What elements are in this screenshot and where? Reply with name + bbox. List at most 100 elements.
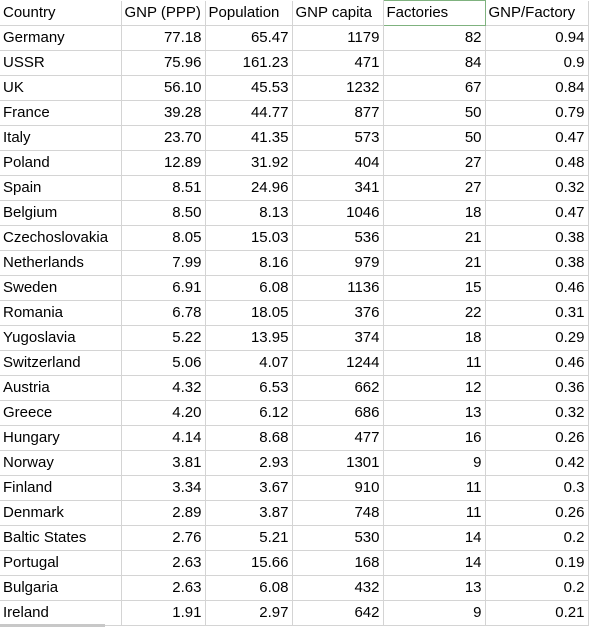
value-cell[interactable]: 1244 (292, 350, 384, 376)
value-cell[interactable]: 0.38 (485, 225, 589, 251)
value-cell[interactable]: 44.77 (205, 100, 293, 126)
value-cell[interactable]: 7.99 (121, 250, 206, 276)
value-cell[interactable]: 18 (382, 325, 486, 351)
value-cell[interactable]: 1.91 (121, 600, 206, 626)
value-cell[interactable]: 45.53 (205, 75, 293, 101)
value-cell[interactable]: 13 (382, 575, 486, 601)
value-cell[interactable]: 21 (382, 225, 486, 251)
value-cell[interactable]: 2.63 (121, 575, 206, 601)
value-cell[interactable]: 8.13 (205, 200, 293, 226)
value-cell[interactable]: 5.22 (121, 325, 206, 351)
value-cell[interactable]: 16 (382, 425, 486, 451)
country-cell[interactable]: Netherlands (0, 250, 122, 276)
value-cell[interactable]: 13 (382, 400, 486, 426)
value-cell[interactable]: 161.23 (205, 50, 293, 76)
value-cell[interactable]: 21 (382, 250, 486, 276)
value-cell[interactable]: 168 (292, 550, 384, 576)
value-cell[interactable]: 8.51 (121, 175, 206, 201)
value-cell[interactable]: 84 (382, 50, 486, 76)
value-cell[interactable]: 12 (382, 375, 486, 401)
country-cell[interactable]: Italy (0, 125, 122, 151)
value-cell[interactable]: 0.2 (485, 525, 589, 551)
value-cell[interactable]: 477 (292, 425, 384, 451)
value-cell[interactable]: 24.96 (205, 175, 293, 201)
value-cell[interactable]: 1301 (292, 450, 384, 476)
value-cell[interactable]: 8.05 (121, 225, 206, 251)
value-cell[interactable]: 4.14 (121, 425, 206, 451)
value-cell[interactable]: 15.03 (205, 225, 293, 251)
value-cell[interactable]: 11 (382, 500, 486, 526)
value-cell[interactable]: 6.12 (205, 400, 293, 426)
value-cell[interactable]: 432 (292, 575, 384, 601)
value-cell[interactable]: 5.21 (205, 525, 293, 551)
country-cell[interactable]: Czechoslovakia (0, 225, 122, 251)
value-cell[interactable]: 536 (292, 225, 384, 251)
value-cell[interactable]: 877 (292, 100, 384, 126)
value-cell[interactable]: 0.3 (485, 475, 589, 501)
column-header-1[interactable]: GNP (PPP) (121, 0, 206, 26)
country-cell[interactable]: Switzerland (0, 350, 122, 376)
country-cell[interactable]: France (0, 100, 122, 126)
value-cell[interactable]: 50 (382, 100, 486, 126)
value-cell[interactable]: 374 (292, 325, 384, 351)
value-cell[interactable]: 41.35 (205, 125, 293, 151)
country-cell[interactable]: Austria (0, 375, 122, 401)
country-cell[interactable]: Belgium (0, 200, 122, 226)
value-cell[interactable]: 530 (292, 525, 384, 551)
value-cell[interactable]: 1046 (292, 200, 384, 226)
country-cell[interactable]: USSR (0, 50, 122, 76)
value-cell[interactable]: 748 (292, 500, 384, 526)
column-header-0[interactable]: Country (0, 0, 122, 26)
value-cell[interactable]: 27 (382, 175, 486, 201)
value-cell[interactable]: 0.26 (485, 500, 589, 526)
value-cell[interactable]: 6.78 (121, 300, 206, 326)
country-cell[interactable]: Romania (0, 300, 122, 326)
value-cell[interactable]: 9 (382, 600, 486, 626)
value-cell[interactable]: 910 (292, 475, 384, 501)
value-cell[interactable]: 3.34 (121, 475, 206, 501)
value-cell[interactable]: 12.89 (121, 150, 206, 176)
value-cell[interactable]: 2.93 (205, 450, 293, 476)
value-cell[interactable]: 13.95 (205, 325, 293, 351)
value-cell[interactable]: 376 (292, 300, 384, 326)
value-cell[interactable]: 15 (382, 275, 486, 301)
value-cell[interactable]: 0.9 (485, 50, 589, 76)
country-cell[interactable]: Sweden (0, 275, 122, 301)
value-cell[interactable]: 0.31 (485, 300, 589, 326)
value-cell[interactable]: 3.81 (121, 450, 206, 476)
value-cell[interactable]: 0.29 (485, 325, 589, 351)
country-cell[interactable]: Poland (0, 150, 122, 176)
value-cell[interactable]: 341 (292, 175, 384, 201)
value-cell[interactable]: 2.97 (205, 600, 293, 626)
value-cell[interactable]: 6.53 (205, 375, 293, 401)
value-cell[interactable]: 11 (382, 350, 486, 376)
value-cell[interactable]: 8.68 (205, 425, 293, 451)
value-cell[interactable]: 14 (382, 525, 486, 551)
value-cell[interactable]: 8.50 (121, 200, 206, 226)
value-cell[interactable]: 0.26 (485, 425, 589, 451)
country-cell[interactable]: Baltic States (0, 525, 122, 551)
value-cell[interactable]: 0.19 (485, 550, 589, 576)
column-header-3[interactable]: GNP capita (292, 0, 384, 26)
value-cell[interactable]: 0.46 (485, 350, 589, 376)
country-cell[interactable]: Ireland (0, 600, 122, 626)
value-cell[interactable]: 2.76 (121, 525, 206, 551)
value-cell[interactable]: 67 (382, 75, 486, 101)
value-cell[interactable]: 6.08 (205, 575, 293, 601)
value-cell[interactable]: 18.05 (205, 300, 293, 326)
value-cell[interactable]: 3.67 (205, 475, 293, 501)
value-cell[interactable]: 404 (292, 150, 384, 176)
value-cell[interactable]: 77.18 (121, 25, 206, 51)
value-cell[interactable]: 1136 (292, 275, 384, 301)
country-cell[interactable]: Hungary (0, 425, 122, 451)
value-cell[interactable]: 2.89 (121, 500, 206, 526)
horizontal-scrollbar[interactable] (0, 624, 105, 627)
value-cell[interactable]: 0.84 (485, 75, 589, 101)
country-cell[interactable]: Greece (0, 400, 122, 426)
value-cell[interactable]: 23.70 (121, 125, 206, 151)
country-cell[interactable]: Germany (0, 25, 122, 51)
value-cell[interactable]: 1179 (292, 25, 384, 51)
value-cell[interactable]: 979 (292, 250, 384, 276)
value-cell[interactable]: 18 (382, 200, 486, 226)
value-cell[interactable]: 4.32 (121, 375, 206, 401)
